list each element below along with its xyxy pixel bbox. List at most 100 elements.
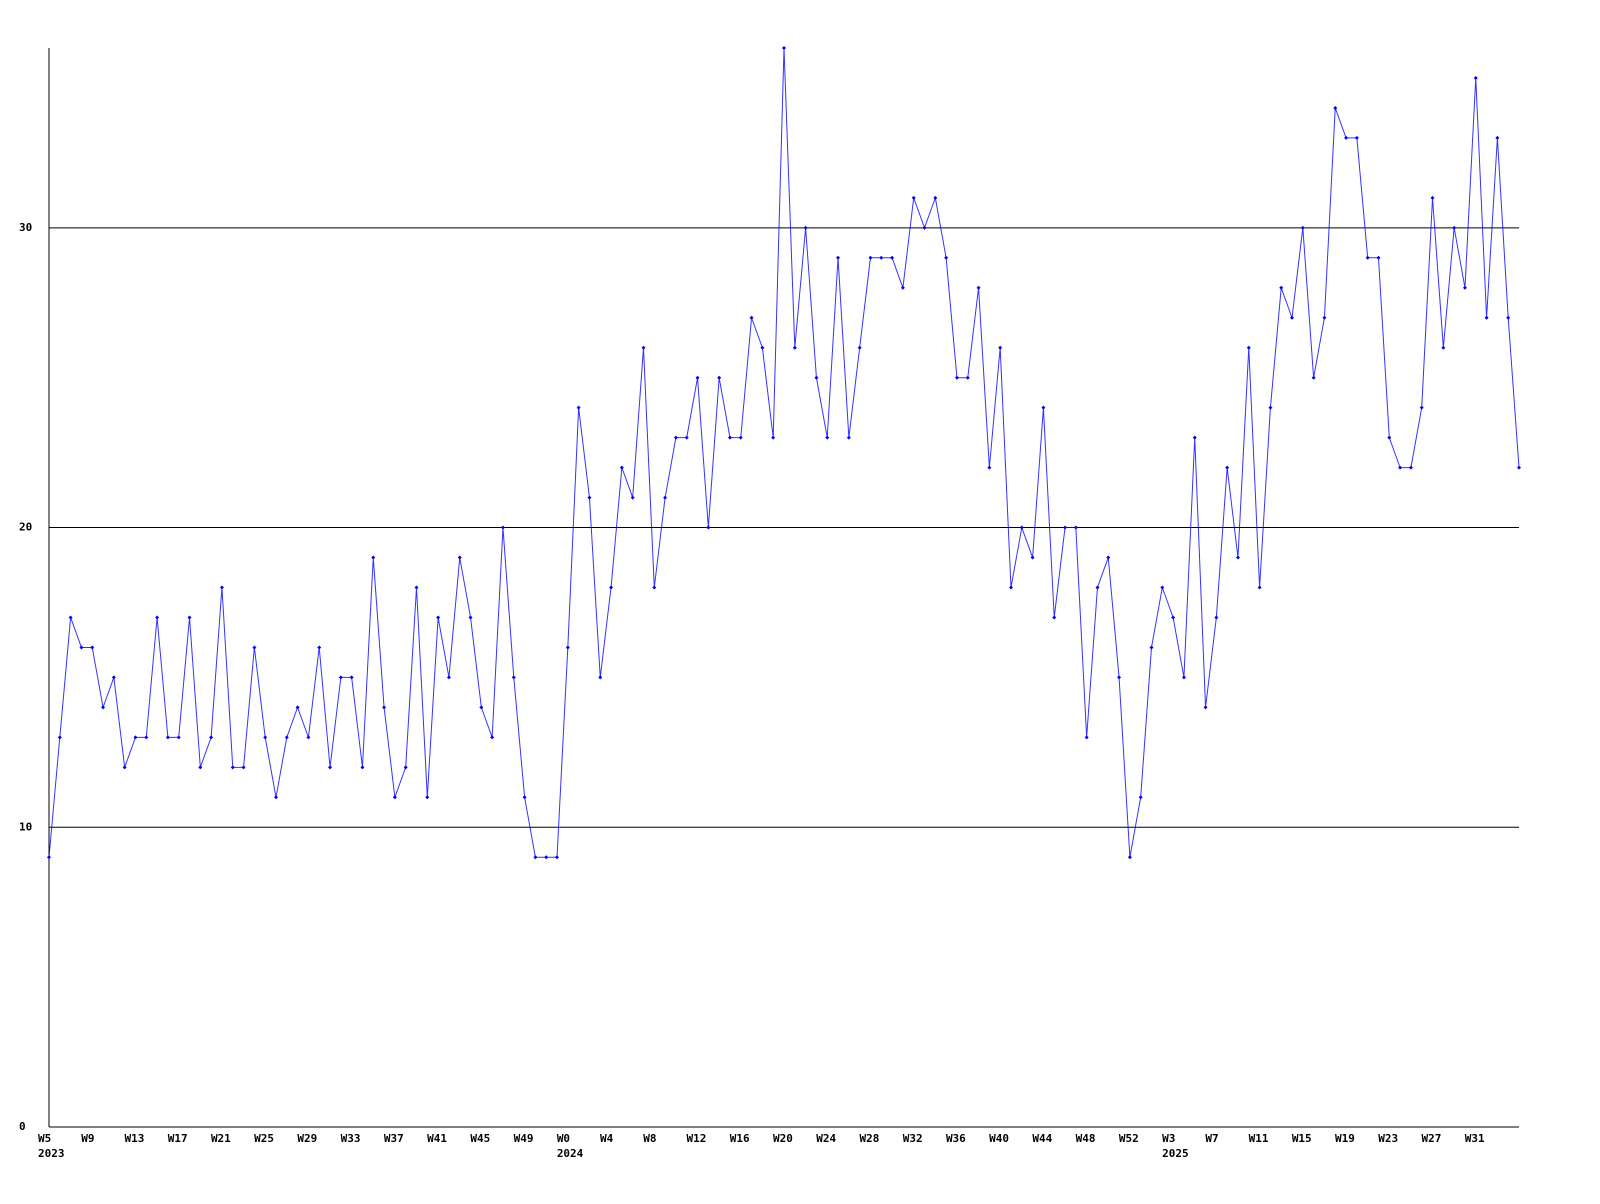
data-point (144, 735, 149, 740)
data-point (1192, 435, 1197, 440)
data-point (1073, 525, 1078, 530)
data-point (954, 375, 959, 380)
data-point (122, 765, 127, 770)
data-point (760, 345, 765, 350)
x-tick-label: W3 (1162, 1132, 1175, 1145)
data-point (1214, 615, 1219, 620)
data-point (230, 765, 235, 770)
data-point (663, 495, 668, 500)
data-point (1322, 315, 1327, 320)
data-point (1484, 315, 1489, 320)
data-point (825, 435, 830, 440)
data-point (1430, 195, 1435, 200)
data-point (1171, 615, 1176, 620)
data-line (48, 47, 1520, 858)
data-point (1246, 345, 1251, 350)
data-point (695, 375, 700, 380)
data-point (890, 255, 895, 260)
data-point (252, 645, 257, 650)
data-point (771, 435, 776, 440)
data-point (1452, 225, 1457, 230)
data-point (1506, 315, 1511, 320)
data-point (803, 225, 808, 230)
data-point (490, 735, 495, 740)
x-tick-label: W24 (816, 1132, 836, 1145)
x-tick-label: W4 (600, 1132, 614, 1145)
data-point (1517, 465, 1521, 470)
data-point (868, 255, 873, 260)
data-point (47, 855, 51, 860)
data-point (403, 765, 408, 770)
data-point (1041, 405, 1046, 410)
data-point (1441, 345, 1446, 350)
x-tick-label: W0 (557, 1132, 570, 1145)
data-point (911, 195, 916, 200)
data-point (717, 375, 722, 380)
data-point (944, 255, 949, 260)
x-tick-label: W37 (384, 1132, 404, 1145)
x-tick-label: W40 (989, 1132, 1009, 1145)
x-year-label: 2025 (1162, 1147, 1189, 1160)
data-point (1257, 585, 1262, 590)
x-tick-label: W23 (1378, 1132, 1398, 1145)
data-point (1203, 705, 1208, 710)
data-point (468, 615, 473, 620)
data-point (900, 285, 905, 290)
data-point (1052, 615, 1057, 620)
x-tick-label: W21 (211, 1132, 231, 1145)
data-point (349, 675, 354, 680)
data-point (706, 525, 711, 530)
data-point (782, 46, 786, 50)
data-point (1419, 405, 1424, 410)
data-point (749, 315, 754, 320)
x-tick-label: W32 (903, 1132, 923, 1145)
data-point (1181, 675, 1186, 680)
data-point (1365, 255, 1370, 260)
data-point (965, 375, 970, 380)
data-point (187, 615, 192, 620)
data-point (1290, 315, 1295, 320)
data-point (565, 645, 570, 650)
data-point (1138, 795, 1143, 800)
data-point (998, 345, 1003, 350)
x-tick-label: W29 (297, 1132, 317, 1145)
data-point (1235, 555, 1240, 560)
data-point (1279, 285, 1284, 290)
x-tick-label: W25 (254, 1132, 274, 1145)
data-point (533, 855, 538, 860)
x-tick-label: W16 (730, 1132, 750, 1145)
data-point (1408, 465, 1413, 470)
x-tick-label: W20 (773, 1132, 793, 1145)
data-point (1354, 135, 1359, 140)
x-tick-label: W15 (1292, 1132, 1312, 1145)
data-point (79, 645, 84, 650)
data-point (1095, 585, 1100, 590)
data-point (1127, 855, 1132, 860)
data-point (814, 375, 819, 380)
data-point (176, 735, 181, 740)
x-tick-label: W19 (1335, 1132, 1355, 1145)
data-point (1160, 585, 1165, 590)
y-tick-label: 20 (19, 521, 32, 534)
data-point (392, 795, 397, 800)
data-point (457, 555, 462, 560)
x-tick-label: W28 (859, 1132, 879, 1145)
data-point (673, 435, 678, 440)
data-point (630, 495, 635, 500)
data-point (879, 255, 884, 260)
data-point (425, 795, 430, 800)
x-year-label: 2023 (38, 1147, 65, 1160)
data-point (500, 525, 505, 530)
x-tick-label: W48 (1076, 1132, 1096, 1145)
data-point (57, 735, 62, 740)
data-point (1268, 405, 1273, 410)
data-point (641, 345, 646, 350)
x-tick-label: W52 (1119, 1132, 1139, 1145)
data-point (101, 705, 106, 710)
y-tick-label: 10 (19, 820, 32, 833)
data-point (414, 585, 419, 590)
data-point (976, 285, 981, 290)
data-point (90, 645, 95, 650)
data-point (165, 735, 170, 740)
x-tick-label: W17 (168, 1132, 188, 1145)
